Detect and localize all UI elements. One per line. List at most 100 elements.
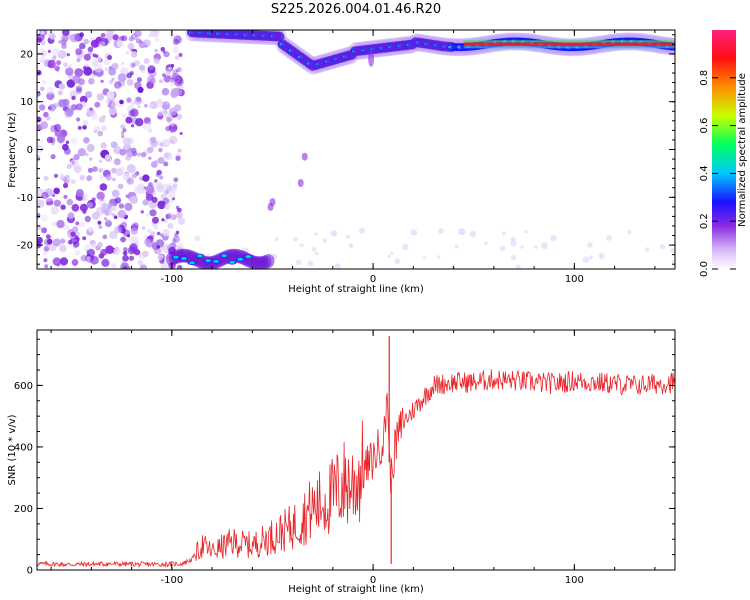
noise-speckle bbox=[436, 255, 441, 259]
noise-speckle bbox=[82, 66, 87, 70]
noise-speckle bbox=[91, 242, 97, 248]
noise-speckle bbox=[162, 139, 171, 147]
noise-speckle bbox=[143, 122, 152, 131]
noise-speckle bbox=[46, 87, 54, 95]
noise-speckle bbox=[60, 204, 66, 210]
noise-speckle bbox=[116, 40, 124, 48]
noise-speckle bbox=[40, 79, 47, 86]
noise-speckle bbox=[155, 172, 160, 177]
noise-speckle bbox=[113, 247, 121, 255]
x-tick-label: 0 bbox=[370, 575, 376, 586]
noise-speckle bbox=[59, 257, 69, 266]
echo-blob bbox=[301, 152, 308, 161]
noise-speckle bbox=[66, 163, 73, 170]
noise-speckle bbox=[66, 177, 72, 183]
noise-speckle bbox=[130, 33, 138, 40]
noise-speckle bbox=[334, 263, 341, 269]
noise-speckle bbox=[70, 104, 78, 111]
noise-speckle bbox=[127, 42, 135, 50]
noise-speckle bbox=[158, 147, 163, 153]
noise-speckle bbox=[156, 184, 165, 193]
echo-lower-peak bbox=[195, 253, 205, 259]
echo-streak-edge bbox=[463, 46, 675, 49]
noise-speckle bbox=[104, 217, 107, 221]
noise-speckle bbox=[138, 64, 146, 72]
noise-speckle bbox=[149, 209, 157, 217]
noise-speckle bbox=[120, 131, 125, 135]
noise-speckle bbox=[672, 260, 675, 264]
noise-speckle bbox=[163, 218, 168, 223]
noise-speckle bbox=[85, 91, 93, 99]
colorbar-tick-label: 0.8 bbox=[699, 70, 710, 86]
snr-ylabel: SNR (10 * v/v) bbox=[7, 414, 18, 485]
y-tick-label: 400 bbox=[14, 442, 33, 453]
noise-speckle bbox=[81, 197, 87, 202]
noise-speckle bbox=[135, 96, 142, 102]
noise-speckle bbox=[129, 195, 139, 204]
noise-speckle bbox=[146, 213, 150, 217]
noise-speckle bbox=[120, 81, 125, 86]
noise-speckle bbox=[524, 230, 528, 234]
noise-speckle bbox=[54, 65, 60, 72]
noise-speckle bbox=[387, 254, 391, 258]
noise-speckle bbox=[137, 183, 145, 190]
noise-speckle bbox=[49, 33, 56, 40]
noise-speckle bbox=[58, 40, 62, 44]
noise-speckle bbox=[98, 41, 106, 49]
snr-ticks: -100 0 100 0 200 400 600 bbox=[14, 330, 675, 586]
noise-speckle bbox=[175, 155, 181, 161]
noise-speckle bbox=[307, 260, 314, 267]
noise-speckle bbox=[45, 234, 51, 240]
noise-speckle bbox=[99, 174, 105, 181]
noise-speckle bbox=[105, 245, 114, 254]
noise-speckle bbox=[178, 52, 183, 57]
noise-speckle bbox=[160, 46, 166, 52]
noise-speckle bbox=[141, 69, 146, 74]
noise-speckle bbox=[165, 101, 169, 105]
noise-speckle bbox=[645, 247, 650, 252]
noise-speckle bbox=[66, 198, 74, 206]
noise-speckle bbox=[438, 228, 444, 234]
noise-speckle bbox=[156, 245, 160, 249]
noise-speckle bbox=[122, 254, 129, 262]
noise-speckle bbox=[43, 251, 48, 256]
noise-speckle bbox=[92, 166, 98, 172]
echo-lower-peak bbox=[178, 256, 189, 261]
noise-speckle bbox=[75, 221, 80, 226]
noise-speckle bbox=[140, 152, 147, 158]
noise-speckle bbox=[162, 50, 166, 54]
noise-speckle bbox=[659, 244, 666, 250]
noise-speckle bbox=[117, 73, 127, 82]
noise-speckle bbox=[160, 193, 167, 200]
noise-speckle bbox=[109, 199, 115, 205]
noise-speckle bbox=[120, 236, 126, 243]
noise-speckle bbox=[40, 121, 49, 129]
noise-speckle bbox=[125, 194, 130, 198]
noise-speckle bbox=[37, 37, 42, 43]
noise-speckle bbox=[423, 256, 426, 260]
noise-speckle bbox=[163, 161, 169, 167]
noise-speckle bbox=[141, 226, 146, 230]
noise-speckle bbox=[87, 202, 93, 209]
noise-speckle bbox=[66, 53, 70, 57]
noise-speckle bbox=[311, 247, 317, 252]
noise-speckle bbox=[76, 117, 81, 122]
x-tick-label: 0 bbox=[370, 274, 376, 285]
noise-speckle bbox=[159, 175, 164, 180]
noise-speckle bbox=[125, 96, 133, 104]
noise-speckle bbox=[53, 199, 62, 207]
snr-series-line bbox=[37, 369, 675, 569]
noise-speckle bbox=[126, 148, 136, 157]
echo-lower-peak bbox=[219, 253, 230, 259]
noise-speckle bbox=[47, 49, 52, 54]
noise-speckle bbox=[98, 225, 103, 230]
y-tick-label: 20 bbox=[20, 49, 33, 60]
noise-speckle bbox=[122, 137, 131, 146]
heatmap-ylabel: Frequency (Hz) bbox=[7, 112, 18, 188]
noise-speckle bbox=[515, 264, 521, 269]
noise-speckle bbox=[51, 155, 55, 159]
noise-speckle bbox=[413, 231, 417, 235]
noise-speckle bbox=[170, 129, 174, 133]
noise-speckle bbox=[45, 198, 54, 206]
